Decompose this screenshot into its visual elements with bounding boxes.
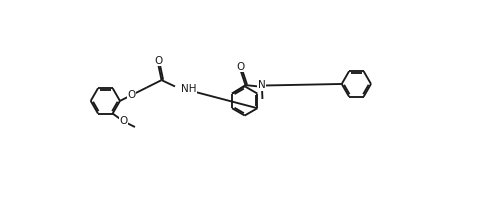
Text: O: O bbox=[237, 62, 245, 72]
Text: O: O bbox=[154, 56, 163, 66]
Text: O: O bbox=[127, 90, 136, 100]
Text: N: N bbox=[258, 80, 266, 90]
Text: O: O bbox=[120, 116, 127, 126]
Text: NH: NH bbox=[181, 84, 196, 94]
